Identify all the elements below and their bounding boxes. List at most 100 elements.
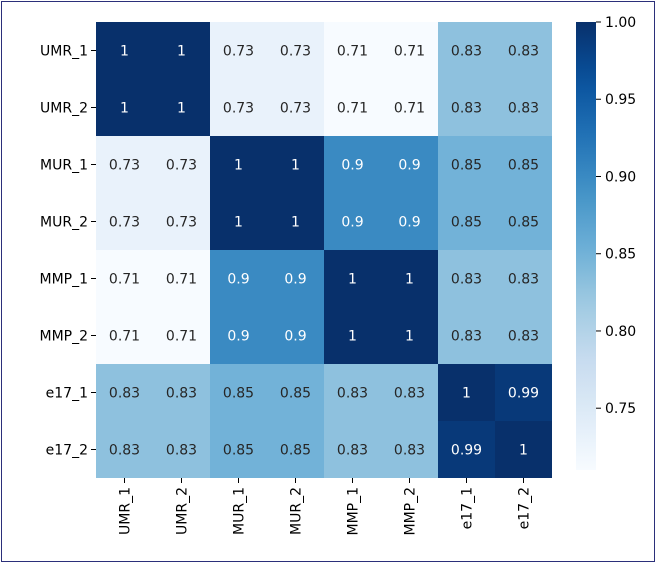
y-tick-label: MMP_2 — [39, 329, 88, 345]
y-tick-label: e17_1 — [46, 386, 88, 402]
heatmap-cell — [210, 22, 267, 79]
cell-value-label: 1 — [348, 329, 357, 345]
heatmap-cell — [495, 79, 552, 136]
heatmap-cell — [381, 193, 438, 250]
heatmap-cell — [324, 136, 381, 193]
cell-value-label: 0.71 — [337, 44, 368, 60]
cell-value-label: 0.83 — [508, 329, 539, 345]
heatmap-cell — [381, 364, 438, 421]
cell-value-label: 1 — [120, 44, 129, 60]
colorbar-tick-label: 0.80 — [605, 324, 636, 340]
heatmap-cell — [495, 22, 552, 79]
heatmap-cell — [96, 250, 153, 307]
cell-value-label: 0.83 — [508, 44, 539, 60]
heatmap-cell — [267, 250, 324, 307]
heatmap-cell — [267, 364, 324, 421]
cell-value-label: 0.73 — [280, 44, 311, 60]
heatmap-cell — [495, 421, 552, 478]
x-tick-label: e17_1 — [460, 487, 476, 529]
heatmap-cell — [96, 136, 153, 193]
heatmap-cell — [324, 364, 381, 421]
heatmap-cell — [96, 421, 153, 478]
cell-value-label: 0.71 — [394, 44, 425, 60]
heatmap-cell — [438, 79, 495, 136]
heatmap-cell — [153, 193, 210, 250]
heatmap-cell — [96, 193, 153, 250]
x-tick-label: MMP_2 — [403, 487, 419, 536]
heatmap-cell — [267, 136, 324, 193]
heatmap-cell — [210, 364, 267, 421]
heatmap-cell — [438, 136, 495, 193]
cell-value-label: 0.83 — [451, 44, 482, 60]
cell-value-label: 1 — [405, 272, 414, 288]
heatmap-cell — [153, 307, 210, 364]
cell-value-label: 0.73 — [166, 158, 197, 174]
heatmap-cell — [267, 22, 324, 79]
cell-value-label: 1 — [405, 329, 414, 345]
y-tick-label: MUR_1 — [40, 158, 88, 174]
heatmap-cell — [267, 79, 324, 136]
colorbar-tick-label: 0.95 — [605, 92, 636, 108]
cell-value-label: 0.83 — [109, 443, 140, 459]
y-tick-label: e17_2 — [46, 443, 88, 459]
heatmap-cell — [324, 22, 381, 79]
cell-value-label: 0.73 — [223, 44, 254, 60]
cell-value-label: 0.9 — [341, 158, 363, 174]
heatmap-cell — [438, 421, 495, 478]
cell-value-label: 0.73 — [109, 215, 140, 231]
cell-value-label: 0.9 — [227, 272, 249, 288]
colorbar — [576, 22, 596, 470]
cell-value-label: 0.9 — [284, 272, 306, 288]
cell-value-label: 0.71 — [337, 101, 368, 117]
cell-value-label: 0.71 — [394, 101, 425, 117]
cell-value-label: 0.71 — [166, 329, 197, 345]
cell-value-label: 0.73 — [109, 158, 140, 174]
cell-value-label: 1 — [177, 44, 186, 60]
cell-value-label: 1 — [234, 158, 243, 174]
heatmap-cell — [381, 22, 438, 79]
x-tick-label: e17_2 — [517, 487, 533, 529]
cell-value-label: 0.85 — [508, 215, 539, 231]
heatmap-cell — [438, 193, 495, 250]
cell-value-label: 1 — [120, 101, 129, 117]
cell-value-label: 0.71 — [109, 329, 140, 345]
colorbar-tick-label: 0.90 — [605, 169, 636, 185]
cell-value-label: 0.73 — [223, 101, 254, 117]
heatmap-cell — [267, 421, 324, 478]
cell-value-label: 0.85 — [508, 158, 539, 174]
x-tick-label: MMP_1 — [346, 487, 362, 536]
heatmap-cell — [438, 22, 495, 79]
cell-value-label: 0.85 — [451, 158, 482, 174]
y-tick-label: UMR_1 — [40, 44, 88, 60]
x-tick-label: MUR_1 — [232, 487, 248, 535]
cell-value-label: 0.83 — [508, 272, 539, 288]
cell-value-label: 0.9 — [227, 329, 249, 345]
cell-value-label: 0.83 — [166, 443, 197, 459]
cell-value-label: 0.83 — [394, 386, 425, 402]
heatmap-cell — [96, 364, 153, 421]
cell-value-label: 1 — [177, 101, 186, 117]
heatmap-cell — [495, 250, 552, 307]
heatmap-cell — [210, 307, 267, 364]
heatmap-cell — [210, 193, 267, 250]
cell-value-label: 0.73 — [166, 215, 197, 231]
cell-value-label: 0.83 — [451, 272, 482, 288]
heatmap-cell — [438, 364, 495, 421]
heatmap-cell — [381, 307, 438, 364]
heatmap-cell — [495, 307, 552, 364]
cell-value-label: 1 — [291, 158, 300, 174]
heatmap-cell — [495, 136, 552, 193]
heatmap-cell — [153, 136, 210, 193]
x-tick-label: UMR_1 — [118, 487, 134, 535]
colorbar-tick-label: 0.85 — [605, 247, 636, 263]
heatmap-cell — [438, 250, 495, 307]
heatmap-cell — [324, 250, 381, 307]
heatmap-cell — [153, 250, 210, 307]
cell-value-label: 1 — [234, 215, 243, 231]
cell-value-label: 0.83 — [394, 443, 425, 459]
cell-value-label: 0.83 — [451, 329, 482, 345]
cell-value-label: 1 — [519, 443, 528, 459]
cell-value-label: 0.99 — [508, 386, 539, 402]
cell-value-label: 0.85 — [280, 386, 311, 402]
heatmap-cell — [210, 421, 267, 478]
